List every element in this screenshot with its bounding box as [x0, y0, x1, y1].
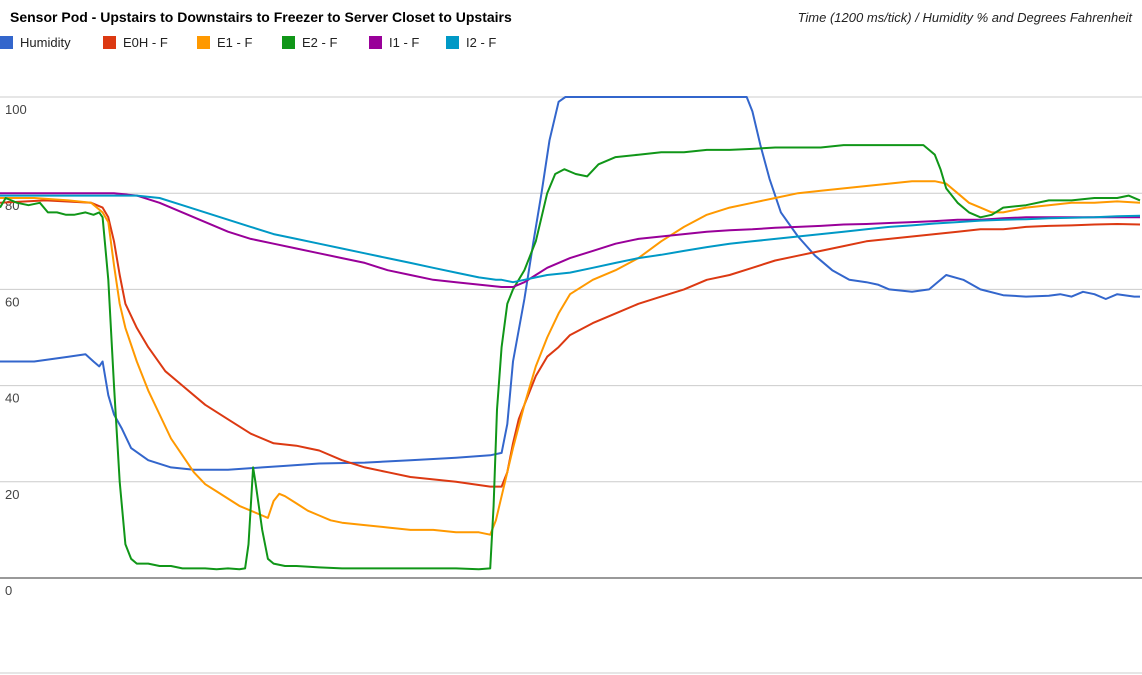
series-line-e0h-f — [0, 199, 1141, 488]
legend-label: Humidity — [20, 35, 71, 50]
legend-swatch — [282, 36, 295, 49]
legend-swatch — [446, 36, 459, 49]
y-tick-label: 20 — [5, 487, 19, 502]
y-tick-label: 60 — [5, 294, 19, 309]
legend-label: I1 - F — [389, 35, 420, 50]
chart-subtitle: Time (1200 ms/tick) / Humidity % and Deg… — [797, 10, 1132, 25]
y-tick-label: 100 — [5, 102, 27, 117]
legend-label: I2 - F — [466, 35, 497, 50]
legend-swatch — [0, 36, 13, 49]
y-tick-label: 0 — [5, 583, 12, 598]
legend-swatch — [369, 36, 382, 49]
chart-title: Sensor Pod - Upstairs to Downstairs to F… — [10, 9, 512, 25]
legend-label: E1 - F — [217, 35, 253, 50]
series-line-i2-f — [0, 194, 1141, 284]
legend-label: E0H - F — [123, 35, 168, 50]
y-tick-label: 40 — [5, 391, 19, 406]
legend-swatch — [103, 36, 116, 49]
series-line-e1-f — [0, 180, 1141, 536]
legend-label: E2 - F — [302, 35, 338, 50]
series-line-e2-f — [0, 144, 1141, 571]
series-line-i1-f — [0, 192, 1140, 288]
series-lines — [0, 96, 1141, 571]
legend-swatch — [197, 36, 210, 49]
grid-lines — [0, 96, 1142, 674]
series-line-humidity — [0, 96, 1140, 471]
